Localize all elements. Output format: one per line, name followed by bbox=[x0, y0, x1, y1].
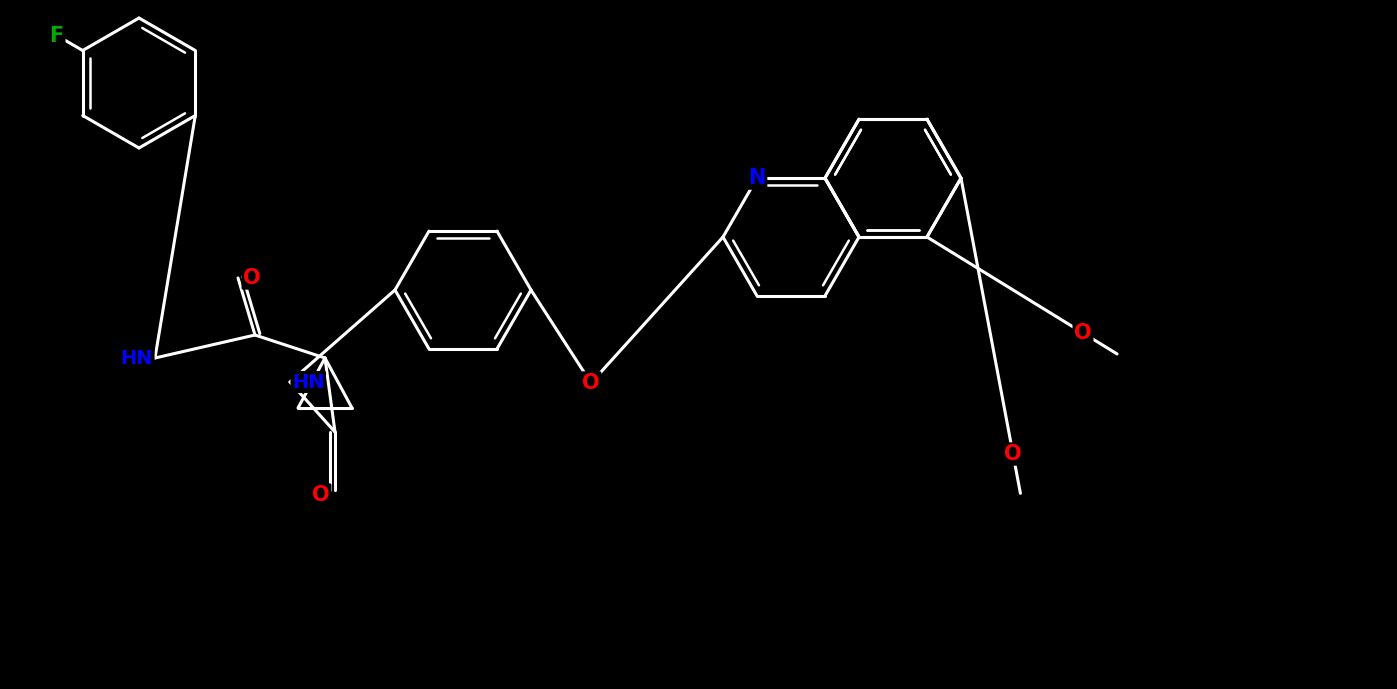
Text: HN: HN bbox=[120, 349, 154, 367]
Text: O: O bbox=[312, 485, 330, 505]
Text: O: O bbox=[1074, 323, 1092, 343]
Text: O: O bbox=[1004, 444, 1021, 464]
Text: O: O bbox=[583, 373, 599, 393]
Text: O: O bbox=[243, 268, 261, 288]
Text: F: F bbox=[50, 25, 64, 45]
Text: HN: HN bbox=[292, 373, 324, 391]
Text: N: N bbox=[749, 168, 766, 188]
